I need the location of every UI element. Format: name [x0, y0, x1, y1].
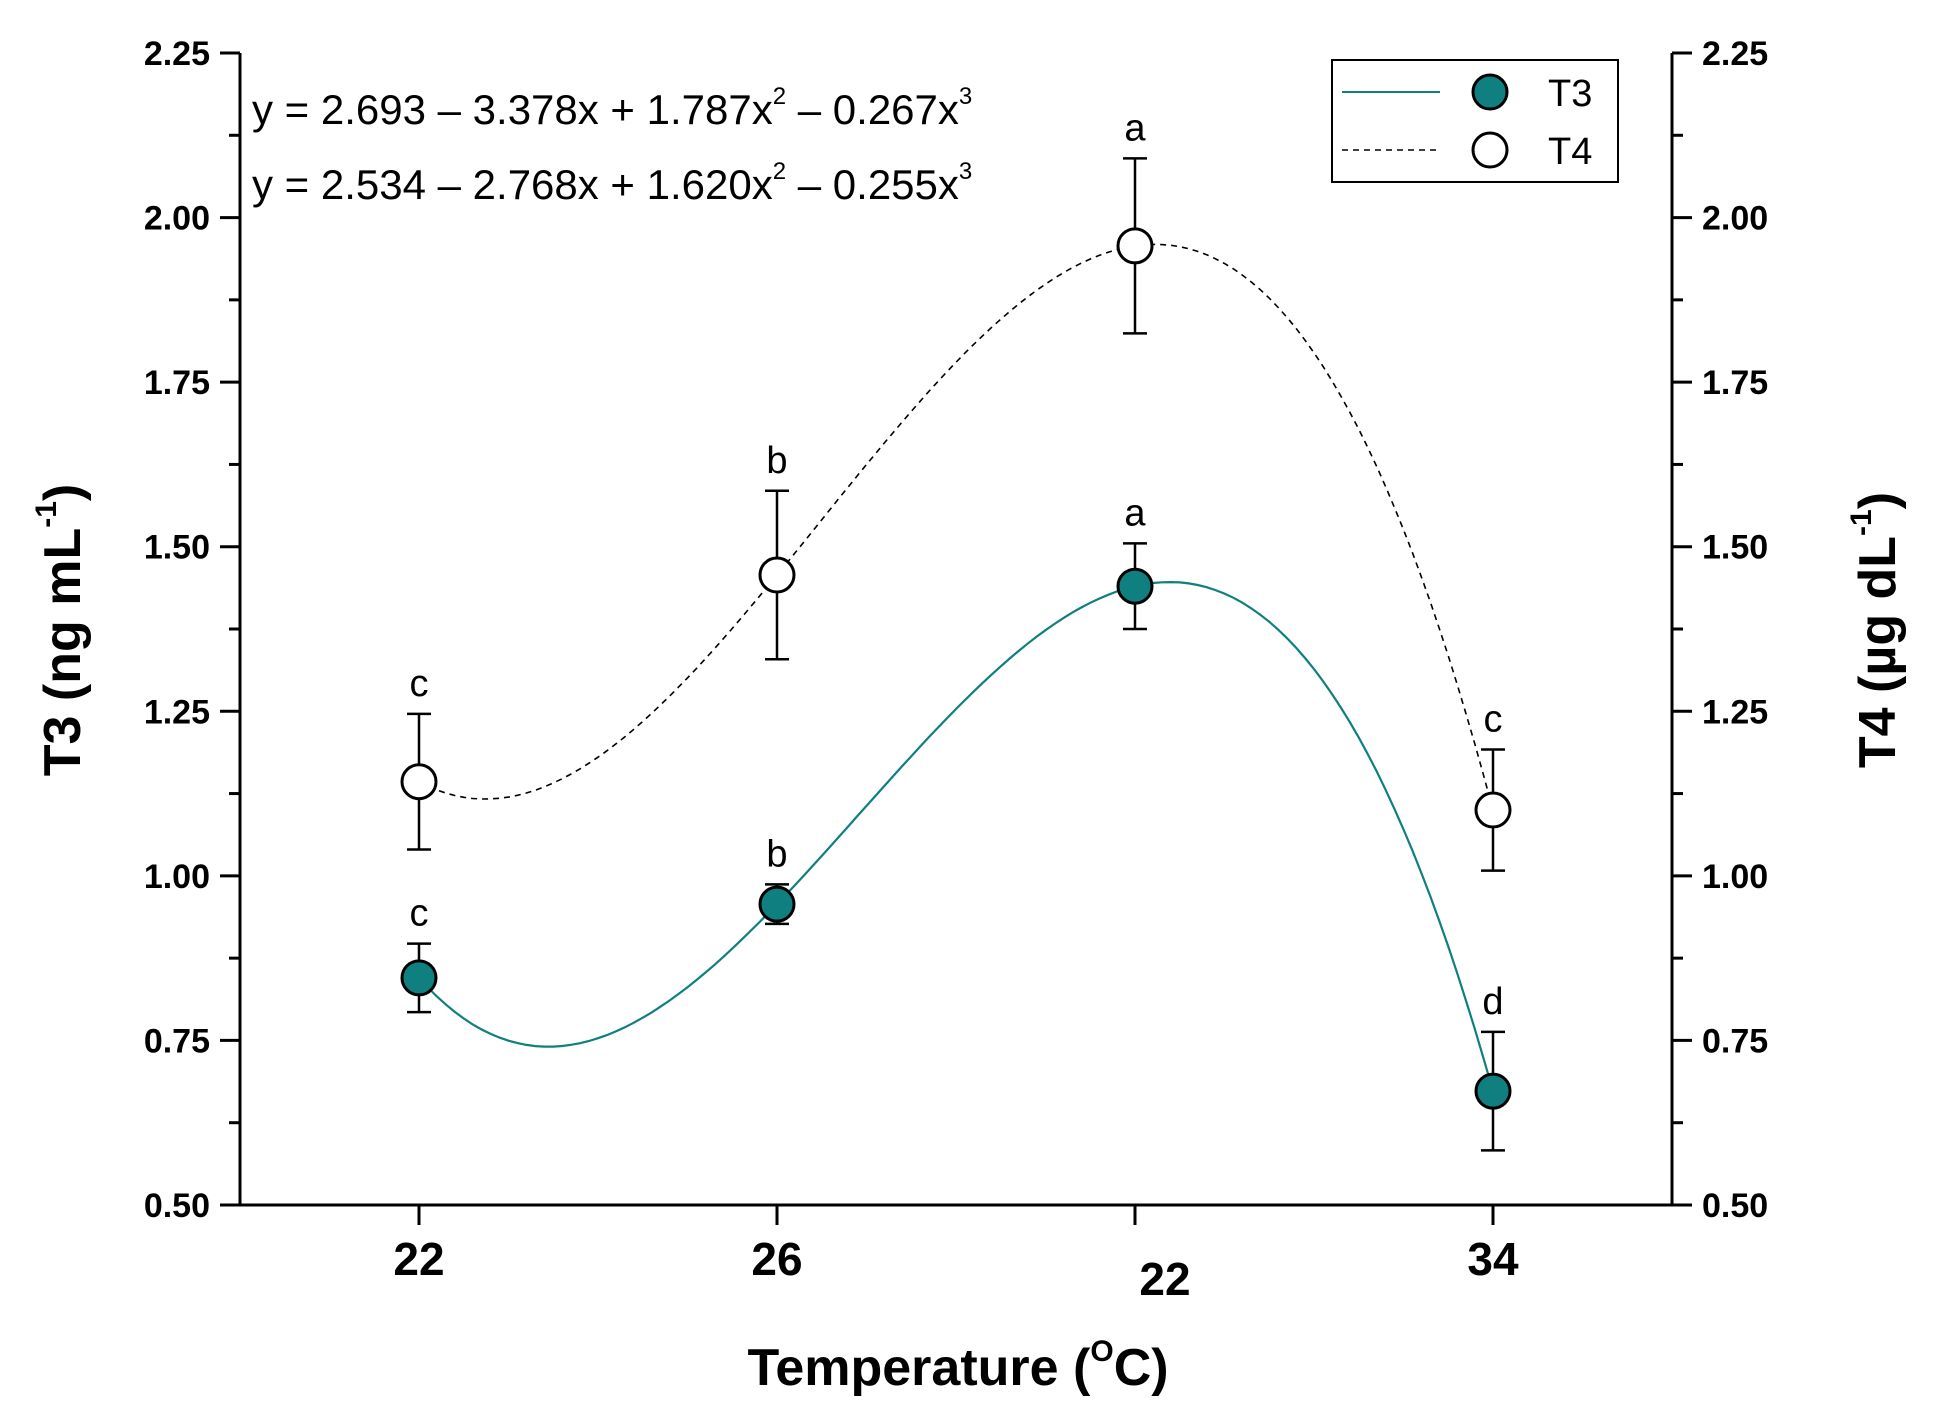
data-point-t4	[400, 763, 438, 801]
fit-curve-t4	[418, 243, 1494, 811]
sig-letter-t4: a	[1124, 107, 1146, 149]
data-point-t3	[1474, 1072, 1512, 1110]
y-tick-label-right: 1.50	[1702, 529, 1768, 567]
y-tick-label-right: 1.00	[1702, 858, 1768, 896]
y-tick-label-left: 0.75	[144, 1022, 210, 1060]
legend-box	[1331, 59, 1619, 183]
y-tick-label-left: 1.25	[144, 693, 210, 731]
error-bars	[407, 157, 1505, 1152]
y-axis-title-left: T3 (ng mL-1)	[30, 484, 92, 776]
y-axis-title-right: T4 (µg dL-1)	[1845, 492, 1907, 768]
ticks: 0.50 0.50 0.75 0.75 1.00 1.00 1.25 1.25 1.50 1.50…	[144, 35, 1768, 1305]
y-tick-label-right: 1.25	[1702, 693, 1768, 731]
y-tick-label-left: 2.00	[144, 200, 210, 238]
data-point-t3	[1116, 567, 1154, 605]
sig-letter-t4: c	[1484, 698, 1503, 740]
y-tick-label-left: 0.50	[144, 1187, 210, 1225]
y-tick-label-left: 1.00	[144, 858, 210, 896]
data-point-t4	[1116, 227, 1154, 265]
y-tick-label-right: 1.75	[1702, 364, 1768, 402]
fit-curves	[418, 243, 1495, 1092]
sig-letter-t3: a	[1124, 492, 1146, 534]
sig-letter-t4: b	[766, 440, 787, 482]
legend-t4-label: T4	[1548, 131, 1592, 173]
sig-letter-t4: c	[410, 663, 429, 705]
y-tick-label-left: 1.50	[144, 529, 210, 567]
equation-t4: y = 2.534 – 2.768x + 1.620x2 – 0.255x3	[252, 158, 972, 208]
legend: T3 T4	[1331, 59, 1619, 183]
data-markers	[400, 227, 1512, 1110]
x-tick-label: 22	[1139, 1253, 1190, 1305]
y-tick-label-right: 0.75	[1702, 1022, 1768, 1060]
sig-letter-t3: c	[410, 893, 429, 935]
data-point-t4	[758, 556, 796, 594]
y-tick-label-right: 2.25	[1702, 35, 1768, 73]
axes	[238, 53, 1674, 1207]
x-axis-title: Temperature (OC)	[747, 1335, 1168, 1397]
equation-t3: y = 2.693 – 3.378x + 1.787x2 – 0.267x3	[252, 83, 972, 133]
y-tick-label-left: 2.25	[144, 35, 210, 73]
legend-t4-marker	[1471, 131, 1509, 169]
x-tick-label: 34	[1467, 1233, 1519, 1285]
sig-letter-t3: d	[1482, 981, 1503, 1023]
y-tick-label-right: 2.00	[1702, 200, 1768, 238]
legend-t3-marker	[1471, 73, 1509, 111]
data-point-t3	[758, 885, 796, 923]
x-tick-label: 22	[393, 1233, 444, 1285]
fit-curve-t3	[418, 580, 1495, 1092]
y-tick-label-right: 0.50	[1702, 1187, 1768, 1225]
y-tick-label-left: 1.75	[144, 364, 210, 402]
significance-letters: c b a d c b a c	[410, 107, 1504, 1023]
data-point-t3	[400, 959, 438, 997]
legend-t3-label: T3	[1548, 73, 1592, 115]
data-point-t4	[1474, 791, 1512, 829]
x-tick-label: 26	[751, 1233, 802, 1285]
sig-letter-t3: b	[766, 833, 787, 875]
